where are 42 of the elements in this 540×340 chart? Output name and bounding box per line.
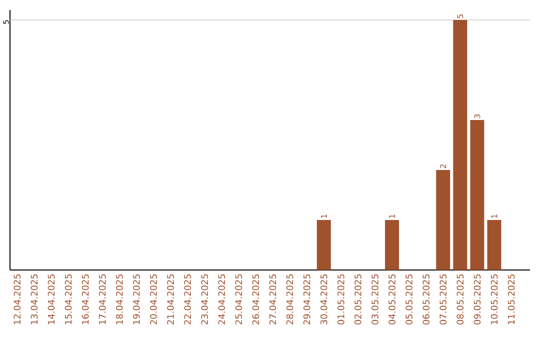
x-tick-label: 06.05.2025 (422, 274, 430, 324)
data-label: 1 (491, 214, 498, 218)
x-tick-label: 18.04.2025 (116, 274, 123, 324)
x-tick-label: 07.05.2025 (440, 274, 447, 324)
bar (453, 20, 468, 270)
x-tick-label: 23.04.2025 (201, 274, 208, 324)
x-tick-label: 28.04.2025 (286, 274, 294, 324)
x-tick-label: 24.04.2025 (218, 274, 226, 324)
data-label: 5 (457, 14, 464, 18)
x-tick-label: 27.04.2025 (269, 274, 276, 324)
x-tick-label: 17.04.2025 (98, 274, 106, 324)
x-tick-label: 16.04.2025 (82, 274, 89, 324)
x-tick-label: 02.05.2025 (354, 274, 362, 324)
x-tick-label: 30.04.2025 (320, 274, 328, 324)
data-label: 3 (474, 114, 480, 118)
bar (316, 220, 331, 270)
bar (487, 220, 502, 270)
x-tick-label: 12.04.2025 (14, 274, 21, 324)
x-tick-label: 11.05.2025 (508, 274, 515, 324)
bar (470, 120, 484, 270)
x-tick-label: 15.04.2025 (64, 274, 72, 324)
x-tick-label: 25.04.2025 (235, 274, 242, 324)
x-tick-label: 08.05.2025 (456, 274, 464, 324)
x-tick-label: 10.05.2025 (490, 274, 498, 324)
x-tick-label: 20.04.2025 (150, 274, 157, 324)
x-tick-label: 21.04.2025 (167, 274, 174, 324)
x-tick-label: 03.05.2025 (372, 274, 378, 324)
bar (385, 220, 399, 270)
data-label: 1 (389, 214, 395, 218)
x-tick-label: 22.04.2025 (184, 274, 191, 324)
x-tick-label: 13.04.2025 (30, 274, 38, 324)
x-tick-label: 19.04.2025 (133, 274, 140, 324)
data-label: 1 (320, 214, 327, 218)
x-tick-label: 09.05.2025 (474, 274, 481, 324)
x-tick-label: 05.05.2025 (406, 274, 412, 324)
data-label: 2 (440, 164, 446, 168)
x-tick-label: 29.04.2025 (303, 274, 310, 324)
x-tick-label: 04.05.2025 (388, 274, 396, 324)
bar (436, 170, 450, 270)
x-tick-label: 26.04.2025 (252, 274, 260, 324)
x-tick-label: 14.04.2025 (48, 274, 55, 324)
x-tick-label: 01.05.2025 (337, 274, 344, 324)
